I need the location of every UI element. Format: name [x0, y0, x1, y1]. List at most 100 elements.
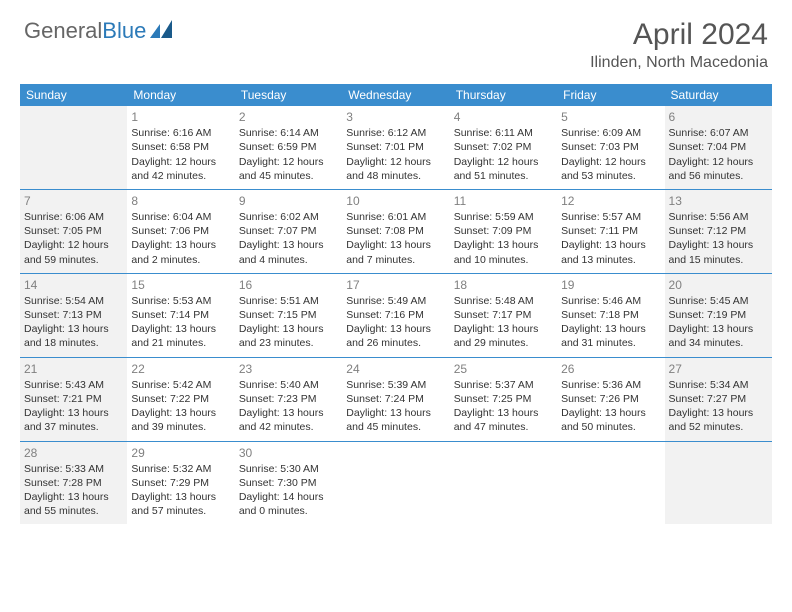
- cell-line: Sunset: 7:14 PM: [131, 308, 230, 322]
- cell-line: and 57 minutes.: [131, 504, 230, 518]
- cell-line: Sunrise: 6:14 AM: [239, 126, 338, 140]
- cell-line: Sunrise: 5:45 AM: [669, 294, 768, 308]
- cell-line: and 34 minutes.: [669, 336, 768, 350]
- header: GeneralBlue April 2024 Ilinden, North Ma…: [0, 0, 792, 80]
- calendar-cell: 9Sunrise: 6:02 AMSunset: 7:07 PMDaylight…: [235, 190, 342, 273]
- cell-line: Sunrise: 5:46 AM: [561, 294, 660, 308]
- cell-line: Daylight: 13 hours: [346, 406, 445, 420]
- cell-line: Sunset: 7:21 PM: [24, 392, 123, 406]
- day-number: 17: [346, 277, 445, 293]
- cell-line: Sunrise: 5:32 AM: [131, 462, 230, 476]
- cell-line: and 26 minutes.: [346, 336, 445, 350]
- day-header: Friday: [557, 84, 664, 106]
- day-number: 13: [669, 193, 768, 209]
- calendar-cell: 23Sunrise: 5:40 AMSunset: 7:23 PMDayligh…: [235, 358, 342, 441]
- calendar-cell: 22Sunrise: 5:42 AMSunset: 7:22 PMDayligh…: [127, 358, 234, 441]
- day-number: 29: [131, 445, 230, 461]
- calendar-cell: 21Sunrise: 5:43 AMSunset: 7:21 PMDayligh…: [20, 358, 127, 441]
- day-header: Saturday: [665, 84, 772, 106]
- day-number: 11: [454, 193, 553, 209]
- day-number: 26: [561, 361, 660, 377]
- cell-line: Daylight: 13 hours: [346, 238, 445, 252]
- cell-line: Daylight: 13 hours: [239, 238, 338, 252]
- cell-line: and 56 minutes.: [669, 169, 768, 183]
- calendar: SundayMondayTuesdayWednesdayThursdayFrid…: [20, 84, 772, 524]
- cell-line: Sunrise: 6:04 AM: [131, 210, 230, 224]
- cell-line: and 29 minutes.: [454, 336, 553, 350]
- cell-line: Sunset: 6:59 PM: [239, 140, 338, 154]
- day-number: 10: [346, 193, 445, 209]
- cell-line: Sunrise: 6:01 AM: [346, 210, 445, 224]
- cell-line: Sunset: 7:24 PM: [346, 392, 445, 406]
- cell-line: Sunrise: 5:51 AM: [239, 294, 338, 308]
- cell-line: Daylight: 13 hours: [669, 238, 768, 252]
- calendar-cell: 18Sunrise: 5:48 AMSunset: 7:17 PMDayligh…: [450, 274, 557, 357]
- cell-line: Daylight: 13 hours: [561, 322, 660, 336]
- cell-line: and 2 minutes.: [131, 253, 230, 267]
- calendar-cell: 1Sunrise: 6:16 AMSunset: 6:58 PMDaylight…: [127, 106, 234, 189]
- cell-line: Daylight: 12 hours: [454, 155, 553, 169]
- cell-line: Sunrise: 5:43 AM: [24, 378, 123, 392]
- title-block: April 2024 Ilinden, North Macedonia: [590, 18, 768, 72]
- cell-line: Sunrise: 5:37 AM: [454, 378, 553, 392]
- cell-line: Sunset: 7:11 PM: [561, 224, 660, 238]
- cell-line: and 48 minutes.: [346, 169, 445, 183]
- cell-line: Sunset: 7:12 PM: [669, 224, 768, 238]
- cell-line: Daylight: 13 hours: [561, 406, 660, 420]
- cell-line: Daylight: 13 hours: [131, 322, 230, 336]
- cell-line: Sunrise: 5:49 AM: [346, 294, 445, 308]
- calendar-cell: 8Sunrise: 6:04 AMSunset: 7:06 PMDaylight…: [127, 190, 234, 273]
- calendar-cell: 11Sunrise: 5:59 AMSunset: 7:09 PMDayligh…: [450, 190, 557, 273]
- day-number: 8: [131, 193, 230, 209]
- calendar-cell: 20Sunrise: 5:45 AMSunset: 7:19 PMDayligh…: [665, 274, 772, 357]
- cell-line: and 53 minutes.: [561, 169, 660, 183]
- cell-line: and 18 minutes.: [24, 336, 123, 350]
- cell-line: Sunset: 7:03 PM: [561, 140, 660, 154]
- calendar-cell: 25Sunrise: 5:37 AMSunset: 7:25 PMDayligh…: [450, 358, 557, 441]
- day-headers-row: SundayMondayTuesdayWednesdayThursdayFrid…: [20, 84, 772, 106]
- logo-icon: [150, 18, 176, 44]
- cell-line: Sunset: 7:23 PM: [239, 392, 338, 406]
- cell-line: Sunrise: 6:16 AM: [131, 126, 230, 140]
- logo-text-1: General: [24, 18, 102, 44]
- cell-line: Sunrise: 5:59 AM: [454, 210, 553, 224]
- cell-line: and 15 minutes.: [669, 253, 768, 267]
- cell-line: Sunrise: 5:56 AM: [669, 210, 768, 224]
- cell-line: Sunrise: 5:57 AM: [561, 210, 660, 224]
- calendar-cell: 19Sunrise: 5:46 AMSunset: 7:18 PMDayligh…: [557, 274, 664, 357]
- cell-line: Sunrise: 5:54 AM: [24, 294, 123, 308]
- cell-line: Sunset: 7:27 PM: [669, 392, 768, 406]
- cell-line: Daylight: 13 hours: [131, 238, 230, 252]
- cell-line: Sunset: 7:05 PM: [24, 224, 123, 238]
- cell-line: and 45 minutes.: [239, 169, 338, 183]
- day-header: Tuesday: [235, 84, 342, 106]
- cell-line: Daylight: 13 hours: [239, 322, 338, 336]
- cell-line: Daylight: 13 hours: [454, 406, 553, 420]
- calendar-cell: 13Sunrise: 5:56 AMSunset: 7:12 PMDayligh…: [665, 190, 772, 273]
- cell-line: and 13 minutes.: [561, 253, 660, 267]
- cell-line: Sunset: 7:17 PM: [454, 308, 553, 322]
- day-header: Sunday: [20, 84, 127, 106]
- day-number: 9: [239, 193, 338, 209]
- calendar-cell: 5Sunrise: 6:09 AMSunset: 7:03 PMDaylight…: [557, 106, 664, 189]
- day-number: 23: [239, 361, 338, 377]
- cell-line: Sunset: 7:28 PM: [24, 476, 123, 490]
- calendar-cell: 29Sunrise: 5:32 AMSunset: 7:29 PMDayligh…: [127, 442, 234, 525]
- cell-line: Sunrise: 5:48 AM: [454, 294, 553, 308]
- cell-line: Daylight: 13 hours: [24, 406, 123, 420]
- cell-line: and 59 minutes.: [24, 253, 123, 267]
- week-row: 14Sunrise: 5:54 AMSunset: 7:13 PMDayligh…: [20, 274, 772, 358]
- calendar-cell: 30Sunrise: 5:30 AMSunset: 7:30 PMDayligh…: [235, 442, 342, 525]
- day-number: 7: [24, 193, 123, 209]
- calendar-cell: 3Sunrise: 6:12 AMSunset: 7:01 PMDaylight…: [342, 106, 449, 189]
- cell-line: Sunrise: 5:33 AM: [24, 462, 123, 476]
- cell-line: Daylight: 13 hours: [454, 322, 553, 336]
- cell-line: Sunset: 6:58 PM: [131, 140, 230, 154]
- day-header: Monday: [127, 84, 234, 106]
- cell-line: Sunset: 7:09 PM: [454, 224, 553, 238]
- cell-line: and 21 minutes.: [131, 336, 230, 350]
- cell-line: Sunset: 7:25 PM: [454, 392, 553, 406]
- cell-line: Sunrise: 5:40 AM: [239, 378, 338, 392]
- cell-line: Daylight: 13 hours: [24, 490, 123, 504]
- cell-line: Sunrise: 5:53 AM: [131, 294, 230, 308]
